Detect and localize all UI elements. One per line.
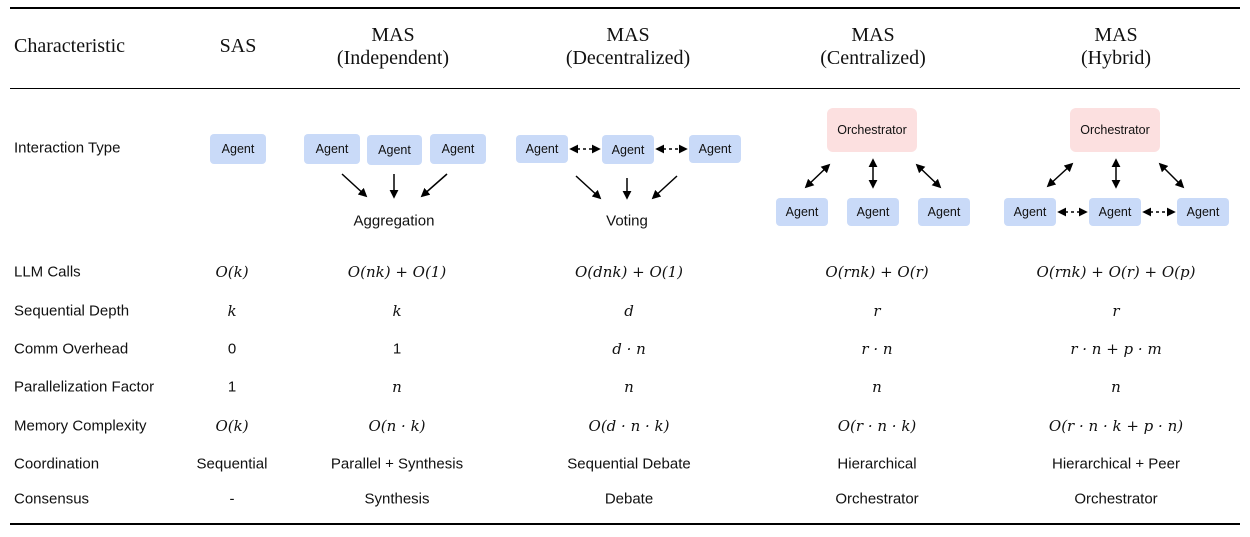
table-cell: Hierarchical bbox=[837, 455, 917, 473]
header-characteristic: Characteristic bbox=[14, 35, 126, 57]
header-line: (Decentralized) bbox=[565, 47, 691, 69]
agent-box: Agent bbox=[602, 135, 654, 164]
table-cell: O(k) bbox=[215, 417, 249, 435]
header-line: MAS bbox=[606, 24, 650, 46]
header-sas: SAS bbox=[219, 35, 257, 57]
bottom-rule bbox=[10, 523, 1240, 525]
table-cell: Hierarchical + Peer bbox=[1052, 455, 1180, 473]
agent-box: Agent bbox=[776, 198, 828, 226]
table-cell: O(n · k) bbox=[368, 417, 426, 435]
table-cell: O(r · n · k + p · n) bbox=[1048, 417, 1184, 435]
aggregation-label: Aggregation bbox=[353, 212, 435, 230]
agent-box: Agent bbox=[304, 134, 360, 164]
arrow bbox=[575, 175, 602, 200]
table-cell: k bbox=[227, 302, 237, 320]
row-label: Memory Complexity bbox=[14, 417, 147, 435]
table-cell: Sequential Debate bbox=[567, 455, 691, 473]
arrow bbox=[1158, 162, 1185, 189]
table-cell: 1 bbox=[392, 340, 402, 358]
row-label: Consensus bbox=[14, 490, 90, 508]
table-cell: Orchestrator bbox=[835, 490, 919, 508]
orchestrator-box: Orchestrator bbox=[827, 108, 917, 152]
agent-box: Agent bbox=[689, 135, 741, 163]
header-line: (Hybrid) bbox=[1081, 47, 1151, 69]
header-rule bbox=[10, 88, 1240, 89]
header-centralized: MAS (Centralized) bbox=[820, 24, 926, 70]
table-cell: n bbox=[624, 378, 634, 396]
arrow bbox=[651, 175, 678, 200]
header-line: MAS bbox=[1094, 24, 1138, 46]
row-label: Sequential Depth bbox=[14, 302, 130, 320]
table-cell: O(k) bbox=[215, 263, 249, 281]
table-cell: r · n bbox=[861, 340, 893, 358]
header-line: MAS bbox=[371, 24, 415, 46]
row-label: Comm Overhead bbox=[14, 340, 129, 358]
table-cell: 0 bbox=[227, 340, 237, 358]
agent-box: Agent bbox=[430, 134, 486, 164]
table-cell: O(nk) + O(1) bbox=[347, 263, 447, 281]
agent-box: Agent bbox=[1177, 198, 1229, 226]
table-cell: Synthesis bbox=[364, 490, 430, 508]
arrow bbox=[420, 173, 448, 198]
agent-box: Agent bbox=[1089, 198, 1141, 226]
orchestrator-box: Orchestrator bbox=[1070, 108, 1160, 152]
table-cell: Parallel + Synthesis bbox=[330, 455, 464, 473]
table-cell: - bbox=[229, 490, 235, 508]
agent-box: Agent bbox=[847, 198, 899, 226]
table-cell: r · n + p · m bbox=[1070, 340, 1162, 358]
header-line: MAS bbox=[851, 24, 895, 46]
table-cell: O(r · n · k) bbox=[837, 417, 917, 435]
header-independent: MAS (Independent) bbox=[337, 24, 449, 70]
voting-label: Voting bbox=[606, 212, 648, 230]
table-cell: r bbox=[873, 302, 881, 320]
agent-box: Agent bbox=[1004, 198, 1056, 226]
arrow bbox=[1046, 162, 1074, 188]
table-cell: k bbox=[392, 302, 402, 320]
table-cell: Sequential bbox=[196, 455, 268, 473]
table-cell: O(d · n · k) bbox=[588, 417, 670, 435]
table-cell: n bbox=[392, 378, 402, 396]
table-cell: O(rnk) + O(r) bbox=[825, 263, 929, 281]
agent-box: Agent bbox=[918, 198, 970, 226]
table-cell: r bbox=[1112, 302, 1120, 320]
table-cell: Orchestrator bbox=[1074, 490, 1158, 508]
row-label: Parallelization Factor bbox=[14, 378, 155, 396]
table-cell: Debate bbox=[604, 490, 654, 508]
arrow bbox=[341, 173, 368, 198]
top-rule bbox=[10, 7, 1240, 9]
agent-box: Agent bbox=[367, 135, 422, 165]
header-decentralized: MAS (Decentralized) bbox=[566, 24, 690, 70]
table-cell: d · n bbox=[612, 340, 646, 358]
header-line: (Independent) bbox=[336, 47, 450, 69]
table-cell: n bbox=[872, 378, 882, 396]
agent-box: Agent bbox=[516, 135, 568, 163]
row-label: Coordination bbox=[14, 455, 100, 473]
arrow bbox=[804, 163, 831, 189]
table-cell: d bbox=[624, 302, 634, 320]
arrow bbox=[915, 163, 942, 189]
agent-box: Agent bbox=[210, 134, 266, 164]
header-line: (Centralized) bbox=[820, 47, 926, 69]
header-hybrid: MAS (Hybrid) bbox=[1081, 24, 1151, 70]
row-label: LLM Calls bbox=[14, 263, 81, 281]
table-cell: O(dnk) + O(1) bbox=[574, 263, 684, 281]
table-cell: O(rnk) + O(r) + O(p) bbox=[1036, 263, 1196, 281]
table-cell: n bbox=[1111, 378, 1121, 396]
table-cell: 1 bbox=[227, 378, 237, 396]
row-label-interaction: Interaction Type bbox=[14, 139, 121, 157]
